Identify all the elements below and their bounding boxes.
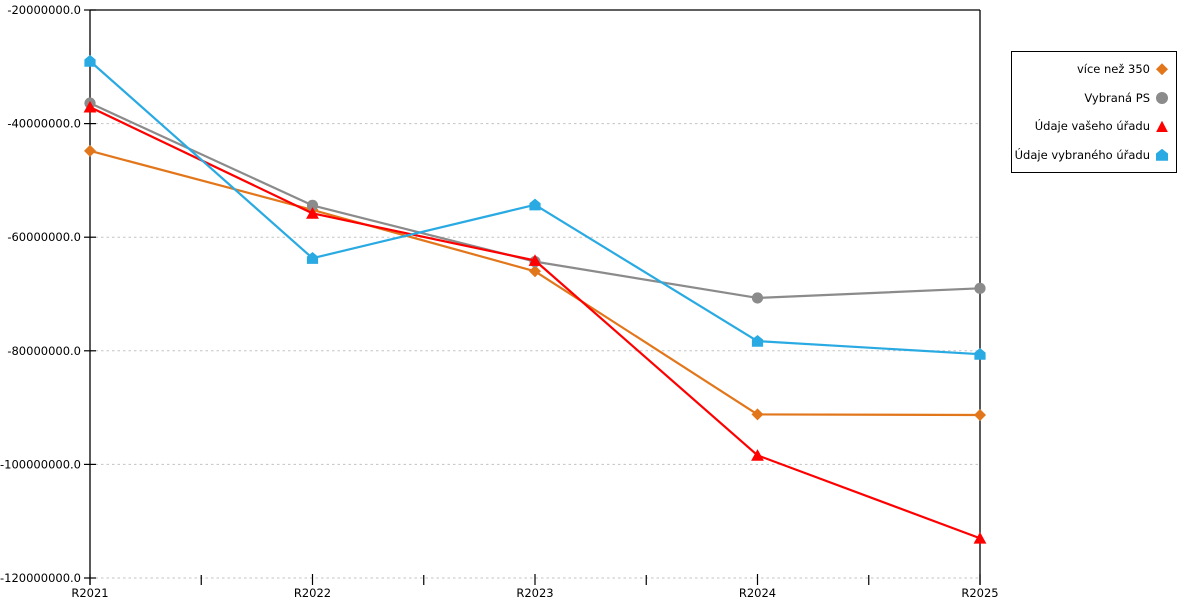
x-tick-label: R2022 <box>294 586 331 600</box>
y-tick-label: -40000000.0 <box>7 117 81 131</box>
x-tick-label: R2024 <box>739 586 776 600</box>
legend-item: Údaje vybraného úřadu <box>1014 147 1168 163</box>
legend-item: Vybraná PS <box>1016 90 1168 106</box>
legend: více než 350 Vybraná PS Údaje vašeho úřa… <box>1011 51 1177 173</box>
legend-item: Údaje vašeho úřadu <box>1016 118 1168 134</box>
legend-label: Údaje vašeho úřadu <box>1034 119 1150 134</box>
pentagon-icon <box>1156 148 1168 161</box>
gridlines <box>90 123 980 579</box>
series-triangle <box>83 100 987 544</box>
circle-icon <box>1156 91 1168 104</box>
y-axis-labels: -20000000.0 -40000000.0 -60000000.0 -800000… <box>0 3 96 585</box>
series-diamond <box>84 144 986 421</box>
legend-item: více než 350 <box>1016 61 1168 77</box>
legend-label: Údaje vybraného úřadu <box>1014 147 1150 162</box>
series-pentagon <box>84 54 986 360</box>
triangle-icon <box>1156 120 1168 133</box>
axes <box>89 9 981 585</box>
x-axis-labels: R2021 R2022 R2023 R2024 R2025 <box>71 574 999 600</box>
y-tick-label: -60000000.0 <box>7 230 81 244</box>
diamond-icon <box>1156 63 1168 76</box>
y-tick-label: -80000000.0 <box>7 344 81 358</box>
x-tick-label: R2023 <box>516 586 553 600</box>
x-tick-label: R2025 <box>961 586 998 600</box>
legend-label: Vybraná PS <box>1084 90 1150 105</box>
y-tick-label: -100000000.0 <box>0 457 81 471</box>
y-tick-label: -20000000.0 <box>7 3 81 17</box>
x-tick-label: R2021 <box>71 586 108 600</box>
legend-label: více než 350 <box>1076 62 1150 77</box>
y-tick-label: -120000000.0 <box>0 571 81 585</box>
